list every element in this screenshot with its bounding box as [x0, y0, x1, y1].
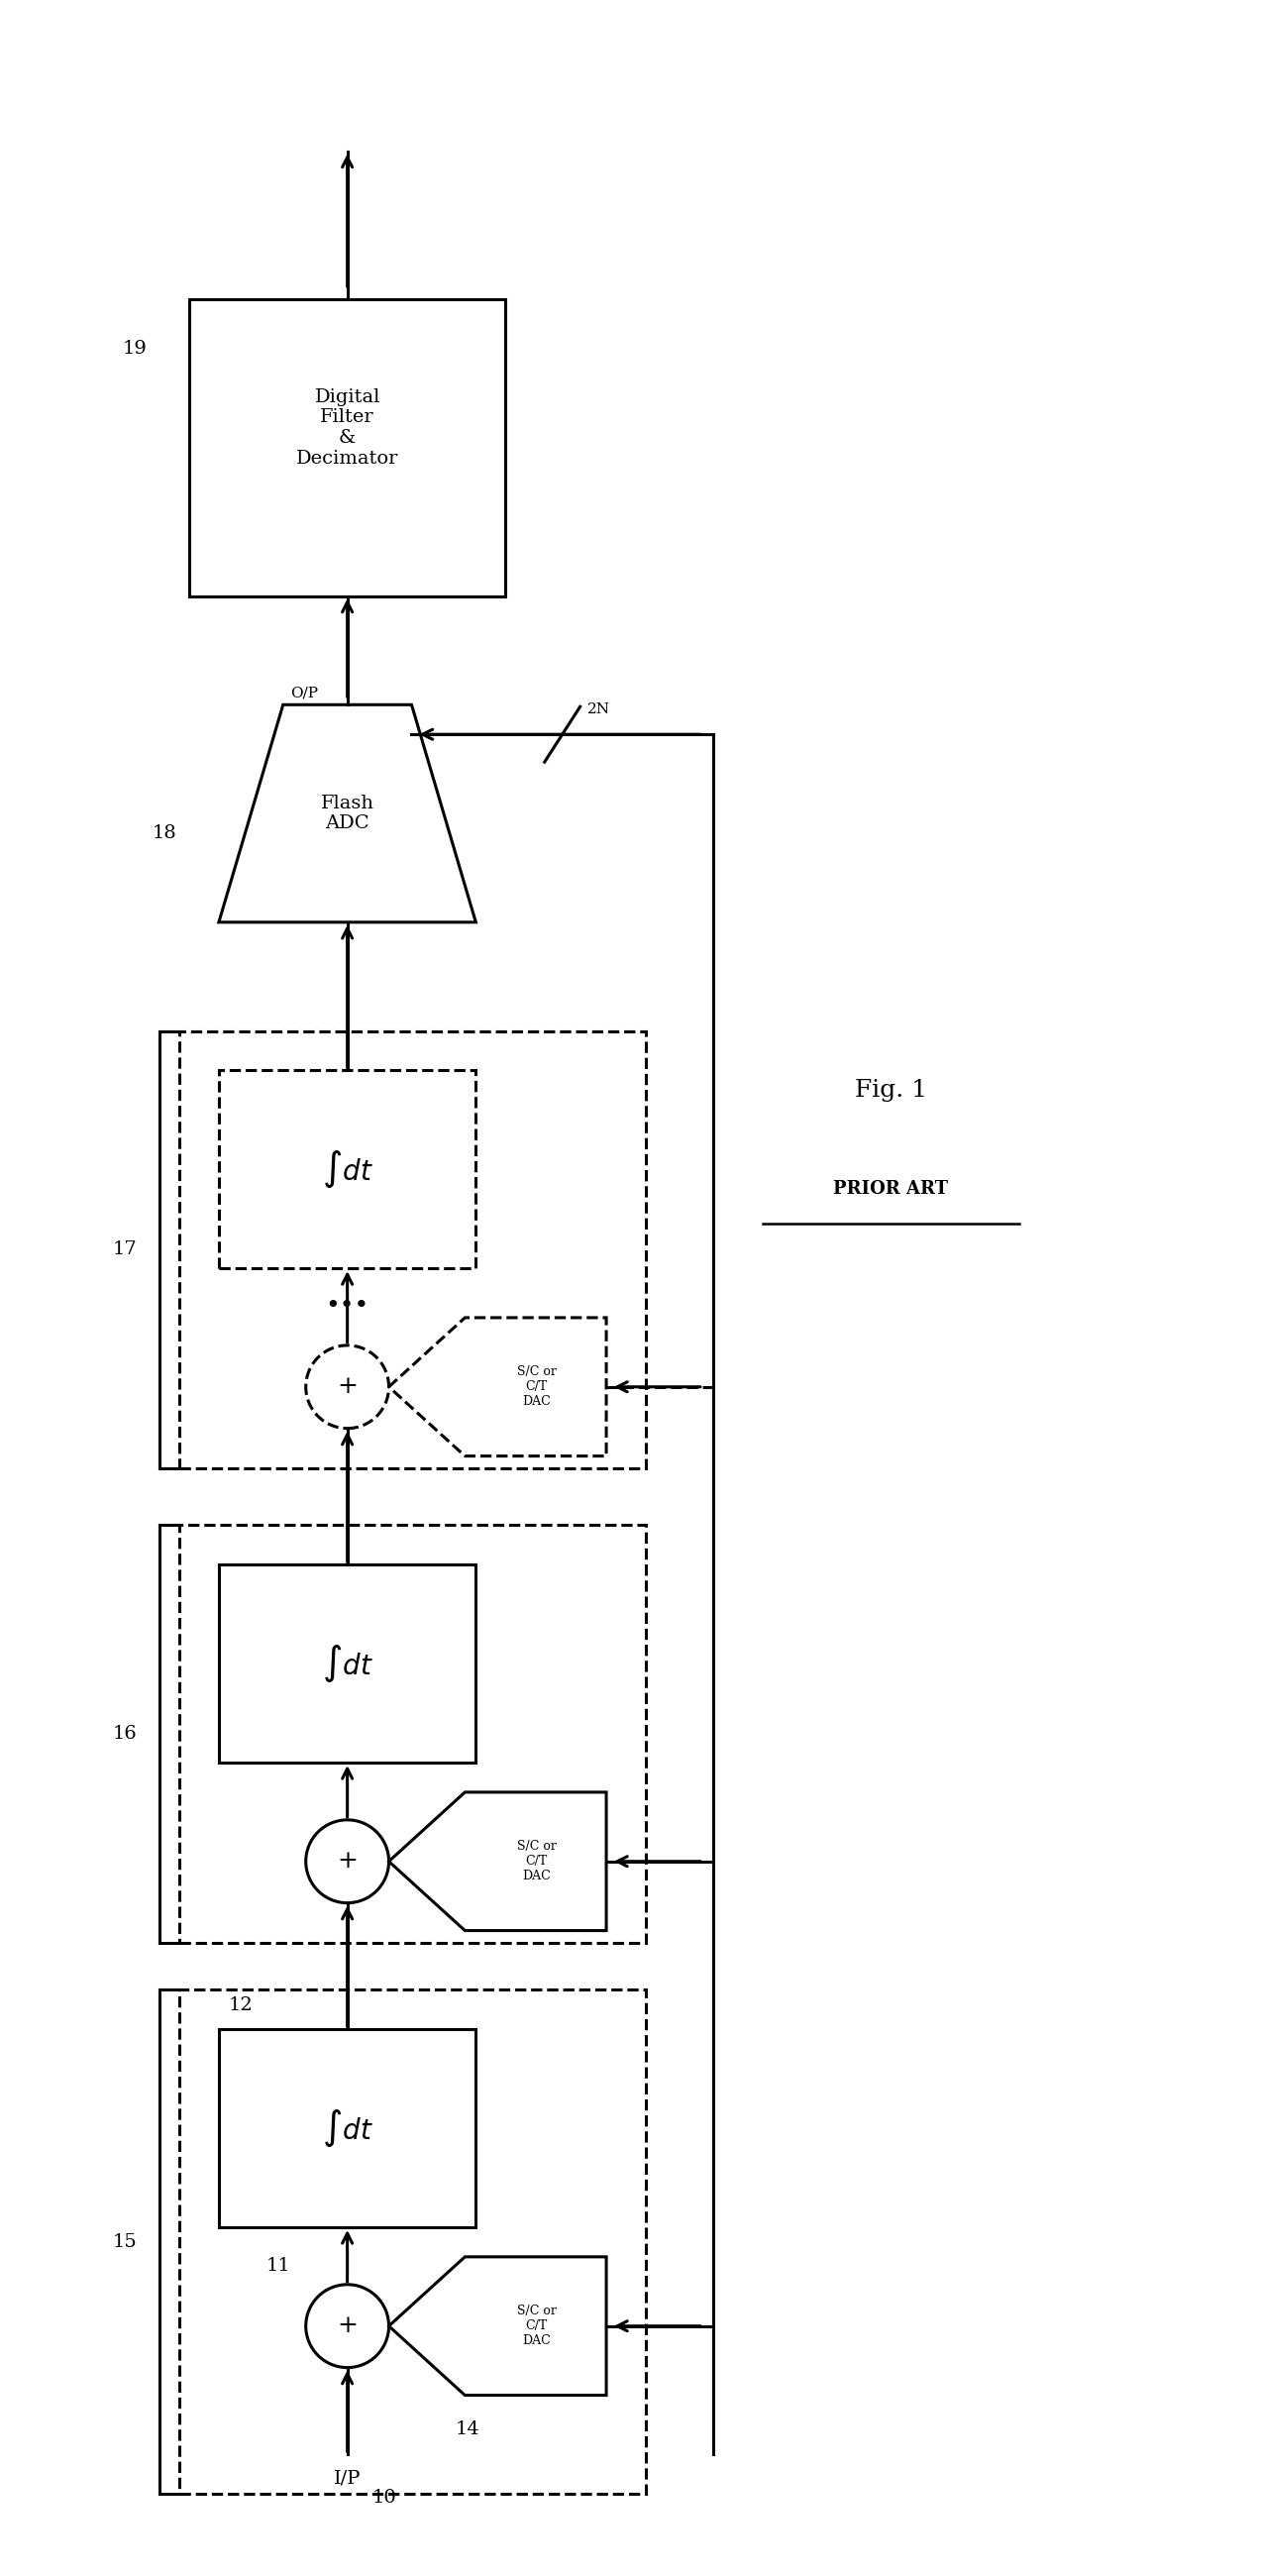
Bar [189, 299, 506, 595]
Polygon shape [388, 1319, 607, 1455]
Text: $\int dt$: $\int dt$ [322, 1149, 373, 1190]
Text: 15: 15 [112, 2233, 137, 2251]
Text: 11: 11 [266, 2257, 291, 2275]
Text: 17: 17 [112, 1242, 137, 1257]
Text: 19: 19 [122, 340, 148, 358]
Text: Flash
ADC: Flash ADC [320, 793, 375, 832]
Text: S/C or
C/T
DAC: S/C or C/T DAC [517, 2306, 556, 2347]
Circle shape [306, 2285, 388, 2367]
Text: PRIOR ART: PRIOR ART [834, 1180, 948, 1198]
Text: $\int dt$: $\int dt$ [322, 2107, 373, 2148]
Text: 10: 10 [372, 2488, 396, 2506]
Polygon shape [388, 2257, 607, 2396]
Text: +: + [337, 1376, 358, 1399]
Text: $\int dt$: $\int dt$ [322, 1643, 373, 1685]
Text: 18: 18 [153, 824, 177, 842]
Text: 14: 14 [455, 2419, 479, 2437]
Circle shape [306, 1819, 388, 1904]
Polygon shape [388, 1793, 607, 1929]
Text: 12: 12 [228, 1996, 253, 2014]
Text: S/C or
C/T
DAC: S/C or C/T DAC [517, 1839, 556, 1883]
Bar [219, 1564, 475, 1762]
Bar [179, 1525, 646, 1942]
Text: Fig. 1: Fig. 1 [855, 1079, 927, 1103]
Bar [219, 2030, 475, 2228]
Text: 16: 16 [112, 1726, 137, 1744]
Text: I/P: I/P [334, 2470, 361, 2488]
Text: S/C or
C/T
DAC: S/C or C/T DAC [517, 1365, 556, 1409]
Bar [179, 1989, 646, 2494]
Text: Digital
Filter
&
Decimator: Digital Filter & Decimator [296, 389, 398, 469]
Text: 2N: 2N [588, 703, 610, 716]
Text: +: + [337, 2316, 358, 2336]
Bar [179, 1030, 646, 1468]
Text: •••: ••• [325, 1296, 369, 1319]
Circle shape [306, 1345, 388, 1427]
Text: +: + [337, 1850, 358, 1873]
Polygon shape [219, 706, 475, 922]
Text: O/P: O/P [290, 685, 318, 701]
Bar [219, 1072, 475, 1267]
